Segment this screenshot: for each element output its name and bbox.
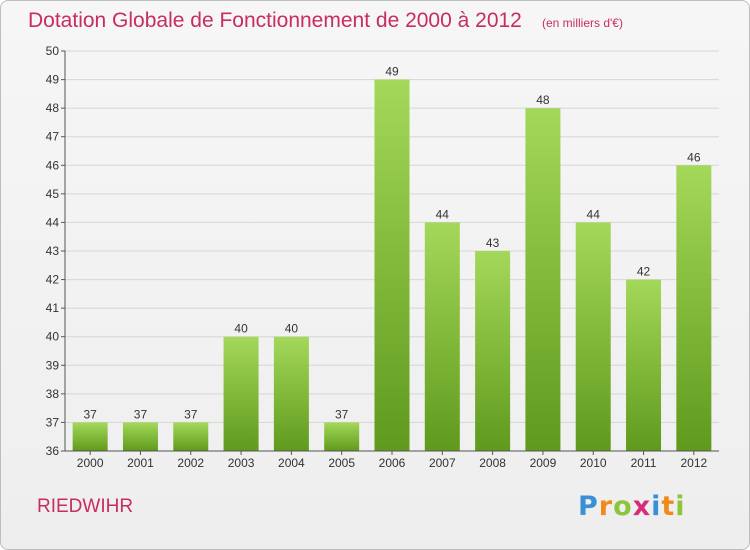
value-label-2002: 37 <box>184 407 198 421</box>
bar-2009 <box>525 108 561 452</box>
x-tick-label-2012: 2012 <box>680 456 707 470</box>
logo-letter: i <box>675 491 686 522</box>
y-tick-label: 47 <box>46 130 60 144</box>
y-tick-label: 41 <box>46 301 60 315</box>
bar-2005 <box>324 422 360 451</box>
y-tick-label: 42 <box>46 273 60 287</box>
value-label-2000: 37 <box>83 407 97 421</box>
logo-letter: x <box>632 491 652 522</box>
logo-letter: r <box>598 491 614 522</box>
logo-letter: t <box>661 491 676 522</box>
y-tick-label: 40 <box>46 330 60 344</box>
x-tick-label-2006: 2006 <box>379 456 406 470</box>
proxiti-logo: Proxiti <box>578 491 686 522</box>
value-label-2011: 42 <box>637 265 651 279</box>
value-label-2007: 44 <box>436 207 450 221</box>
x-tick-label-2001: 2001 <box>127 456 154 470</box>
bar-2001 <box>122 422 158 451</box>
y-tick-label: 46 <box>46 158 60 172</box>
bar-2008 <box>475 251 511 451</box>
logo-letter: o <box>613 491 633 522</box>
bar-2004 <box>273 336 309 451</box>
axes: 36 37 38 39 40 41 42 43 44 45 46 47 48 49 50 2000 2001 20… <box>46 44 719 470</box>
x-tick-label-2003: 2003 <box>228 456 255 470</box>
y-tick-label: 39 <box>46 358 60 372</box>
logo-letter: i <box>651 491 662 522</box>
y-tick-label: 37 <box>46 415 60 429</box>
chart-subtitle: (en milliers d'€) <box>542 16 623 30</box>
y-tick-label: 44 <box>46 215 60 229</box>
value-label-2001: 37 <box>134 407 148 421</box>
chart-title: Dotation Globale de Fonctionnement de 20… <box>28 9 522 32</box>
value-label-2006: 49 <box>385 65 399 79</box>
bar-2002 <box>173 422 209 451</box>
logo-letter: P <box>578 491 599 522</box>
x-tick-label-2011: 2011 <box>631 456 657 470</box>
bars: 37 37 37 40 40 37 49 44 43 48 44 42 46 <box>72 65 712 452</box>
bar-2011 <box>626 279 662 451</box>
bar-2000 <box>72 422 108 451</box>
x-tick-label-2005: 2005 <box>328 456 355 470</box>
x-tick-label-2004: 2004 <box>278 456 305 470</box>
value-label-2003: 40 <box>234 322 248 336</box>
y-tick-label: 38 <box>46 387 60 401</box>
x-tick-label-2009: 2009 <box>530 456 557 470</box>
bar-2003 <box>223 336 259 451</box>
value-label-2004: 40 <box>285 322 299 336</box>
value-label-2012: 46 <box>687 150 701 164</box>
bar-2010 <box>575 222 611 451</box>
value-label-2009: 48 <box>536 93 550 107</box>
x-tick-label-2008: 2008 <box>479 456 506 470</box>
x-tick-label-2007: 2007 <box>429 456 456 470</box>
x-tick-label-2010: 2010 <box>580 456 607 470</box>
x-tick-label-2000: 2000 <box>77 456 104 470</box>
y-tick-label: 43 <box>46 244 60 258</box>
y-tick-label: 45 <box>46 187 60 201</box>
bar-2012 <box>676 165 712 452</box>
bar-2007 <box>424 222 460 451</box>
bar-2006 <box>374 79 410 452</box>
y-tick-label: 48 <box>46 101 60 115</box>
y-tick-label: 50 <box>46 44 60 58</box>
value-label-2005: 37 <box>335 407 349 421</box>
place-name: RIEDWIHR <box>37 496 134 517</box>
value-label-2010: 44 <box>587 207 601 221</box>
x-tick-label-2002: 2002 <box>177 456 204 470</box>
y-tick-label: 49 <box>46 73 60 87</box>
y-tick-label: 36 <box>46 444 60 458</box>
value-label-2008: 43 <box>486 236 500 250</box>
